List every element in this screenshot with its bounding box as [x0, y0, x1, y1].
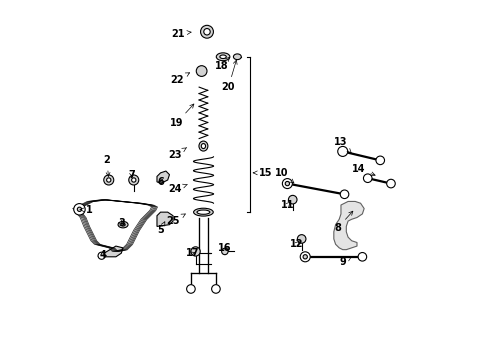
- Text: 19: 19: [169, 104, 193, 128]
- Text: 11: 11: [280, 200, 293, 210]
- Circle shape: [211, 285, 220, 293]
- Text: 14: 14: [351, 164, 374, 176]
- Circle shape: [340, 190, 348, 199]
- Text: 5: 5: [157, 222, 164, 235]
- Circle shape: [288, 195, 296, 204]
- Polygon shape: [333, 202, 364, 249]
- Circle shape: [300, 252, 309, 262]
- Ellipse shape: [233, 54, 241, 60]
- Text: 8: 8: [333, 211, 352, 233]
- Circle shape: [128, 175, 139, 185]
- Text: 22: 22: [169, 73, 189, 85]
- Text: 15: 15: [253, 168, 272, 178]
- Circle shape: [282, 179, 292, 189]
- Text: 2: 2: [103, 156, 110, 176]
- Text: 6: 6: [157, 177, 163, 187]
- Ellipse shape: [197, 210, 209, 214]
- Ellipse shape: [220, 55, 226, 59]
- Circle shape: [303, 255, 307, 259]
- Text: 25: 25: [166, 214, 185, 226]
- Circle shape: [363, 174, 371, 183]
- Ellipse shape: [201, 144, 205, 149]
- Ellipse shape: [193, 208, 213, 216]
- Ellipse shape: [216, 53, 229, 61]
- Circle shape: [203, 28, 210, 35]
- Text: 24: 24: [168, 184, 187, 194]
- Text: 20: 20: [221, 60, 237, 92]
- Text: 10: 10: [275, 168, 293, 183]
- Circle shape: [386, 179, 394, 188]
- Text: 1: 1: [80, 205, 92, 215]
- Circle shape: [337, 147, 347, 157]
- Text: 7: 7: [128, 170, 135, 180]
- Ellipse shape: [118, 221, 128, 228]
- Circle shape: [190, 247, 200, 256]
- Circle shape: [221, 248, 227, 255]
- Text: 3: 3: [118, 218, 124, 228]
- Circle shape: [74, 203, 85, 215]
- Circle shape: [297, 235, 305, 243]
- Ellipse shape: [199, 141, 207, 151]
- Text: 16: 16: [218, 243, 231, 253]
- Circle shape: [186, 285, 195, 293]
- Text: 21: 21: [171, 28, 191, 39]
- Ellipse shape: [121, 223, 125, 226]
- Circle shape: [103, 175, 114, 185]
- Circle shape: [357, 252, 366, 261]
- Text: 17: 17: [185, 248, 199, 258]
- Circle shape: [196, 66, 206, 76]
- Text: 13: 13: [333, 138, 350, 153]
- Text: 9: 9: [339, 257, 350, 267]
- Circle shape: [200, 25, 213, 38]
- Polygon shape: [157, 171, 169, 184]
- Polygon shape: [157, 212, 173, 226]
- Text: 18: 18: [214, 57, 229, 71]
- Polygon shape: [98, 246, 123, 257]
- Circle shape: [375, 156, 384, 165]
- Text: 4: 4: [100, 250, 106, 260]
- Text: 23: 23: [168, 148, 186, 160]
- Text: 12: 12: [289, 239, 303, 249]
- Circle shape: [106, 178, 111, 182]
- Circle shape: [98, 252, 105, 259]
- Circle shape: [285, 181, 289, 186]
- Circle shape: [131, 178, 136, 182]
- Circle shape: [77, 207, 81, 211]
